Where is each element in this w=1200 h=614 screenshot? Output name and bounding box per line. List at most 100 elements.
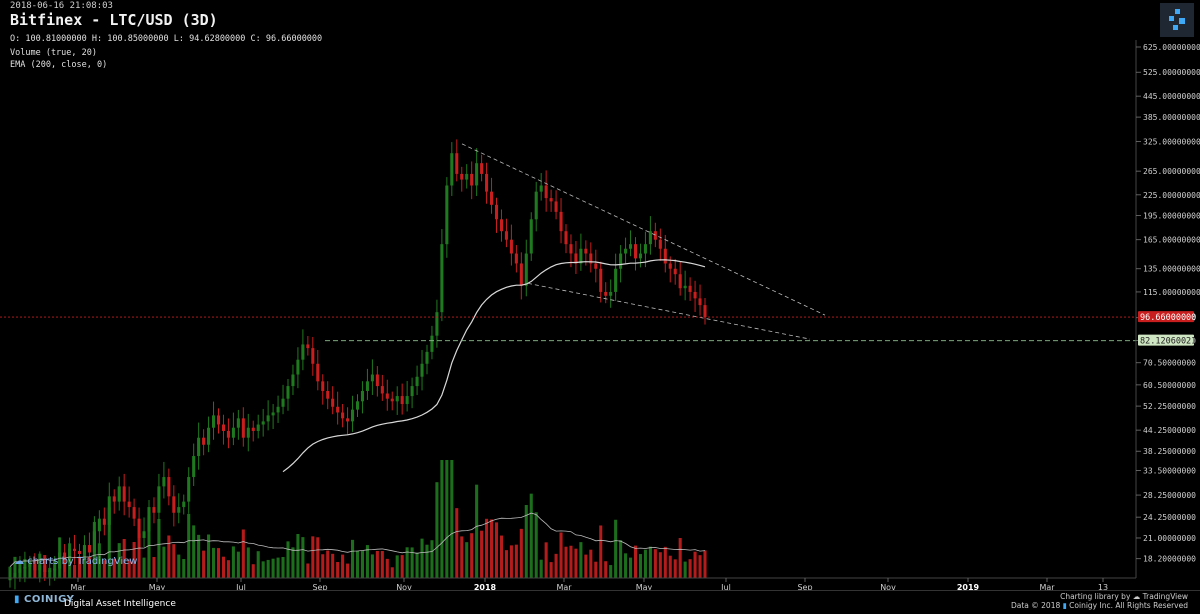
candle-body xyxy=(405,396,409,405)
coinigy-tiny-icon: ▮ xyxy=(1062,601,1067,610)
tradingview-brand-text: charts by TradingView xyxy=(27,556,138,567)
volume-bar xyxy=(638,554,643,578)
coinigy-brand[interactable]: ▮ COINIGY xyxy=(14,594,74,605)
volume-bar xyxy=(261,561,265,578)
candle-body xyxy=(494,204,499,220)
candle-body xyxy=(261,421,265,425)
y-tick-label-5: 38.25000000 xyxy=(1143,447,1196,456)
volume-bar xyxy=(579,542,583,578)
volume-bar xyxy=(494,522,499,578)
candle-body xyxy=(688,285,692,292)
candle-body xyxy=(365,381,369,391)
volume-bar xyxy=(326,550,330,578)
volume-bar xyxy=(564,546,568,578)
volume-bar xyxy=(365,545,369,578)
volume-bar xyxy=(87,557,91,578)
candle-body xyxy=(624,248,628,254)
candle-body xyxy=(380,386,384,394)
y-tick-label-18: 325.00000000 xyxy=(1143,138,1200,147)
candle-body xyxy=(559,211,563,232)
volume-bar xyxy=(470,533,474,578)
volume-bar xyxy=(291,547,295,578)
candle-body xyxy=(112,496,116,502)
volume-bar xyxy=(236,551,240,578)
indicator-volume-label[interactable]: Volume (true, 20) xyxy=(10,48,97,58)
candle-body xyxy=(182,501,186,508)
candle-body xyxy=(648,231,652,245)
candle-body xyxy=(609,291,613,296)
volume-bar xyxy=(147,515,151,578)
volume-bar xyxy=(395,555,399,578)
volume-bar xyxy=(341,554,345,578)
y-tick-label-1: 21.00000000 xyxy=(1143,534,1196,543)
volume-bar xyxy=(455,508,459,578)
volume-bar xyxy=(435,482,439,578)
candle-body xyxy=(435,312,439,336)
volume-bar xyxy=(117,543,121,578)
ohlc-readout: O: 100.81000000 H: 100.85000000 L: 94.62… xyxy=(10,34,323,44)
volume-bar xyxy=(137,533,141,578)
charting-brand-text: TradingView xyxy=(1142,592,1188,601)
candle-body xyxy=(420,363,424,377)
volume-bar xyxy=(321,554,325,578)
candle-body xyxy=(440,244,444,313)
candle-body xyxy=(534,191,538,220)
candle-body xyxy=(301,344,305,360)
volume-bar xyxy=(609,565,613,578)
volume-bar xyxy=(544,542,548,578)
candle-body xyxy=(53,568,57,571)
x-tick-label-1: May xyxy=(149,583,166,592)
candle-body xyxy=(167,477,171,497)
candle-body xyxy=(385,393,389,399)
volume-bar xyxy=(499,535,504,578)
candle-body xyxy=(678,274,682,289)
candle-body xyxy=(683,285,687,289)
candle-body xyxy=(207,427,211,445)
candle-body xyxy=(480,163,484,174)
y-tick-label-21: 525.00000000 xyxy=(1143,68,1200,77)
candle-body xyxy=(355,401,360,410)
volume-bar xyxy=(390,567,394,578)
candle-body xyxy=(544,185,548,199)
candle-body xyxy=(63,552,67,561)
volume-bar xyxy=(311,536,315,578)
candle-body xyxy=(504,231,508,240)
volume-bar xyxy=(370,554,374,578)
indicator-ema-label[interactable]: EMA (200, close, 0) xyxy=(10,60,108,70)
volume-bar xyxy=(207,534,211,578)
volume-bar xyxy=(286,541,290,578)
candle-body xyxy=(18,568,22,573)
candle-body xyxy=(162,477,166,487)
candle-body xyxy=(72,548,77,551)
candle-body xyxy=(425,351,429,364)
coinigy-logo-icon[interactable] xyxy=(1160,3,1194,37)
volume-bar xyxy=(202,550,206,578)
volume-bar xyxy=(549,562,553,578)
volume-bar xyxy=(246,547,250,578)
candle-body xyxy=(231,427,235,438)
candle-body xyxy=(633,244,638,259)
candle-body xyxy=(311,348,315,364)
volume-bar xyxy=(167,535,171,578)
volume-bar xyxy=(594,561,598,578)
volume-bar xyxy=(420,538,424,578)
candle-body xyxy=(584,248,588,254)
candle-body xyxy=(509,239,513,254)
tradingview-brand[interactable]: ☁ charts by TradingView xyxy=(14,556,137,567)
candle-body xyxy=(127,501,131,508)
volume-bar xyxy=(658,552,662,578)
volume-bar xyxy=(648,546,652,578)
price-candles xyxy=(8,139,707,590)
volume-bar xyxy=(445,460,449,578)
candle-body xyxy=(564,231,568,245)
volume-bar xyxy=(152,557,156,578)
x-tick-label-3: Sep xyxy=(312,583,327,592)
x-tick-label-11: 2019 xyxy=(957,583,980,592)
candle-body xyxy=(77,550,82,554)
candle-body xyxy=(296,359,300,375)
volume-bar xyxy=(142,557,146,578)
tradingview-cloud-icon: ☁ xyxy=(14,556,24,567)
x-tick-label-7: May xyxy=(636,583,653,592)
candle-body xyxy=(276,406,280,413)
